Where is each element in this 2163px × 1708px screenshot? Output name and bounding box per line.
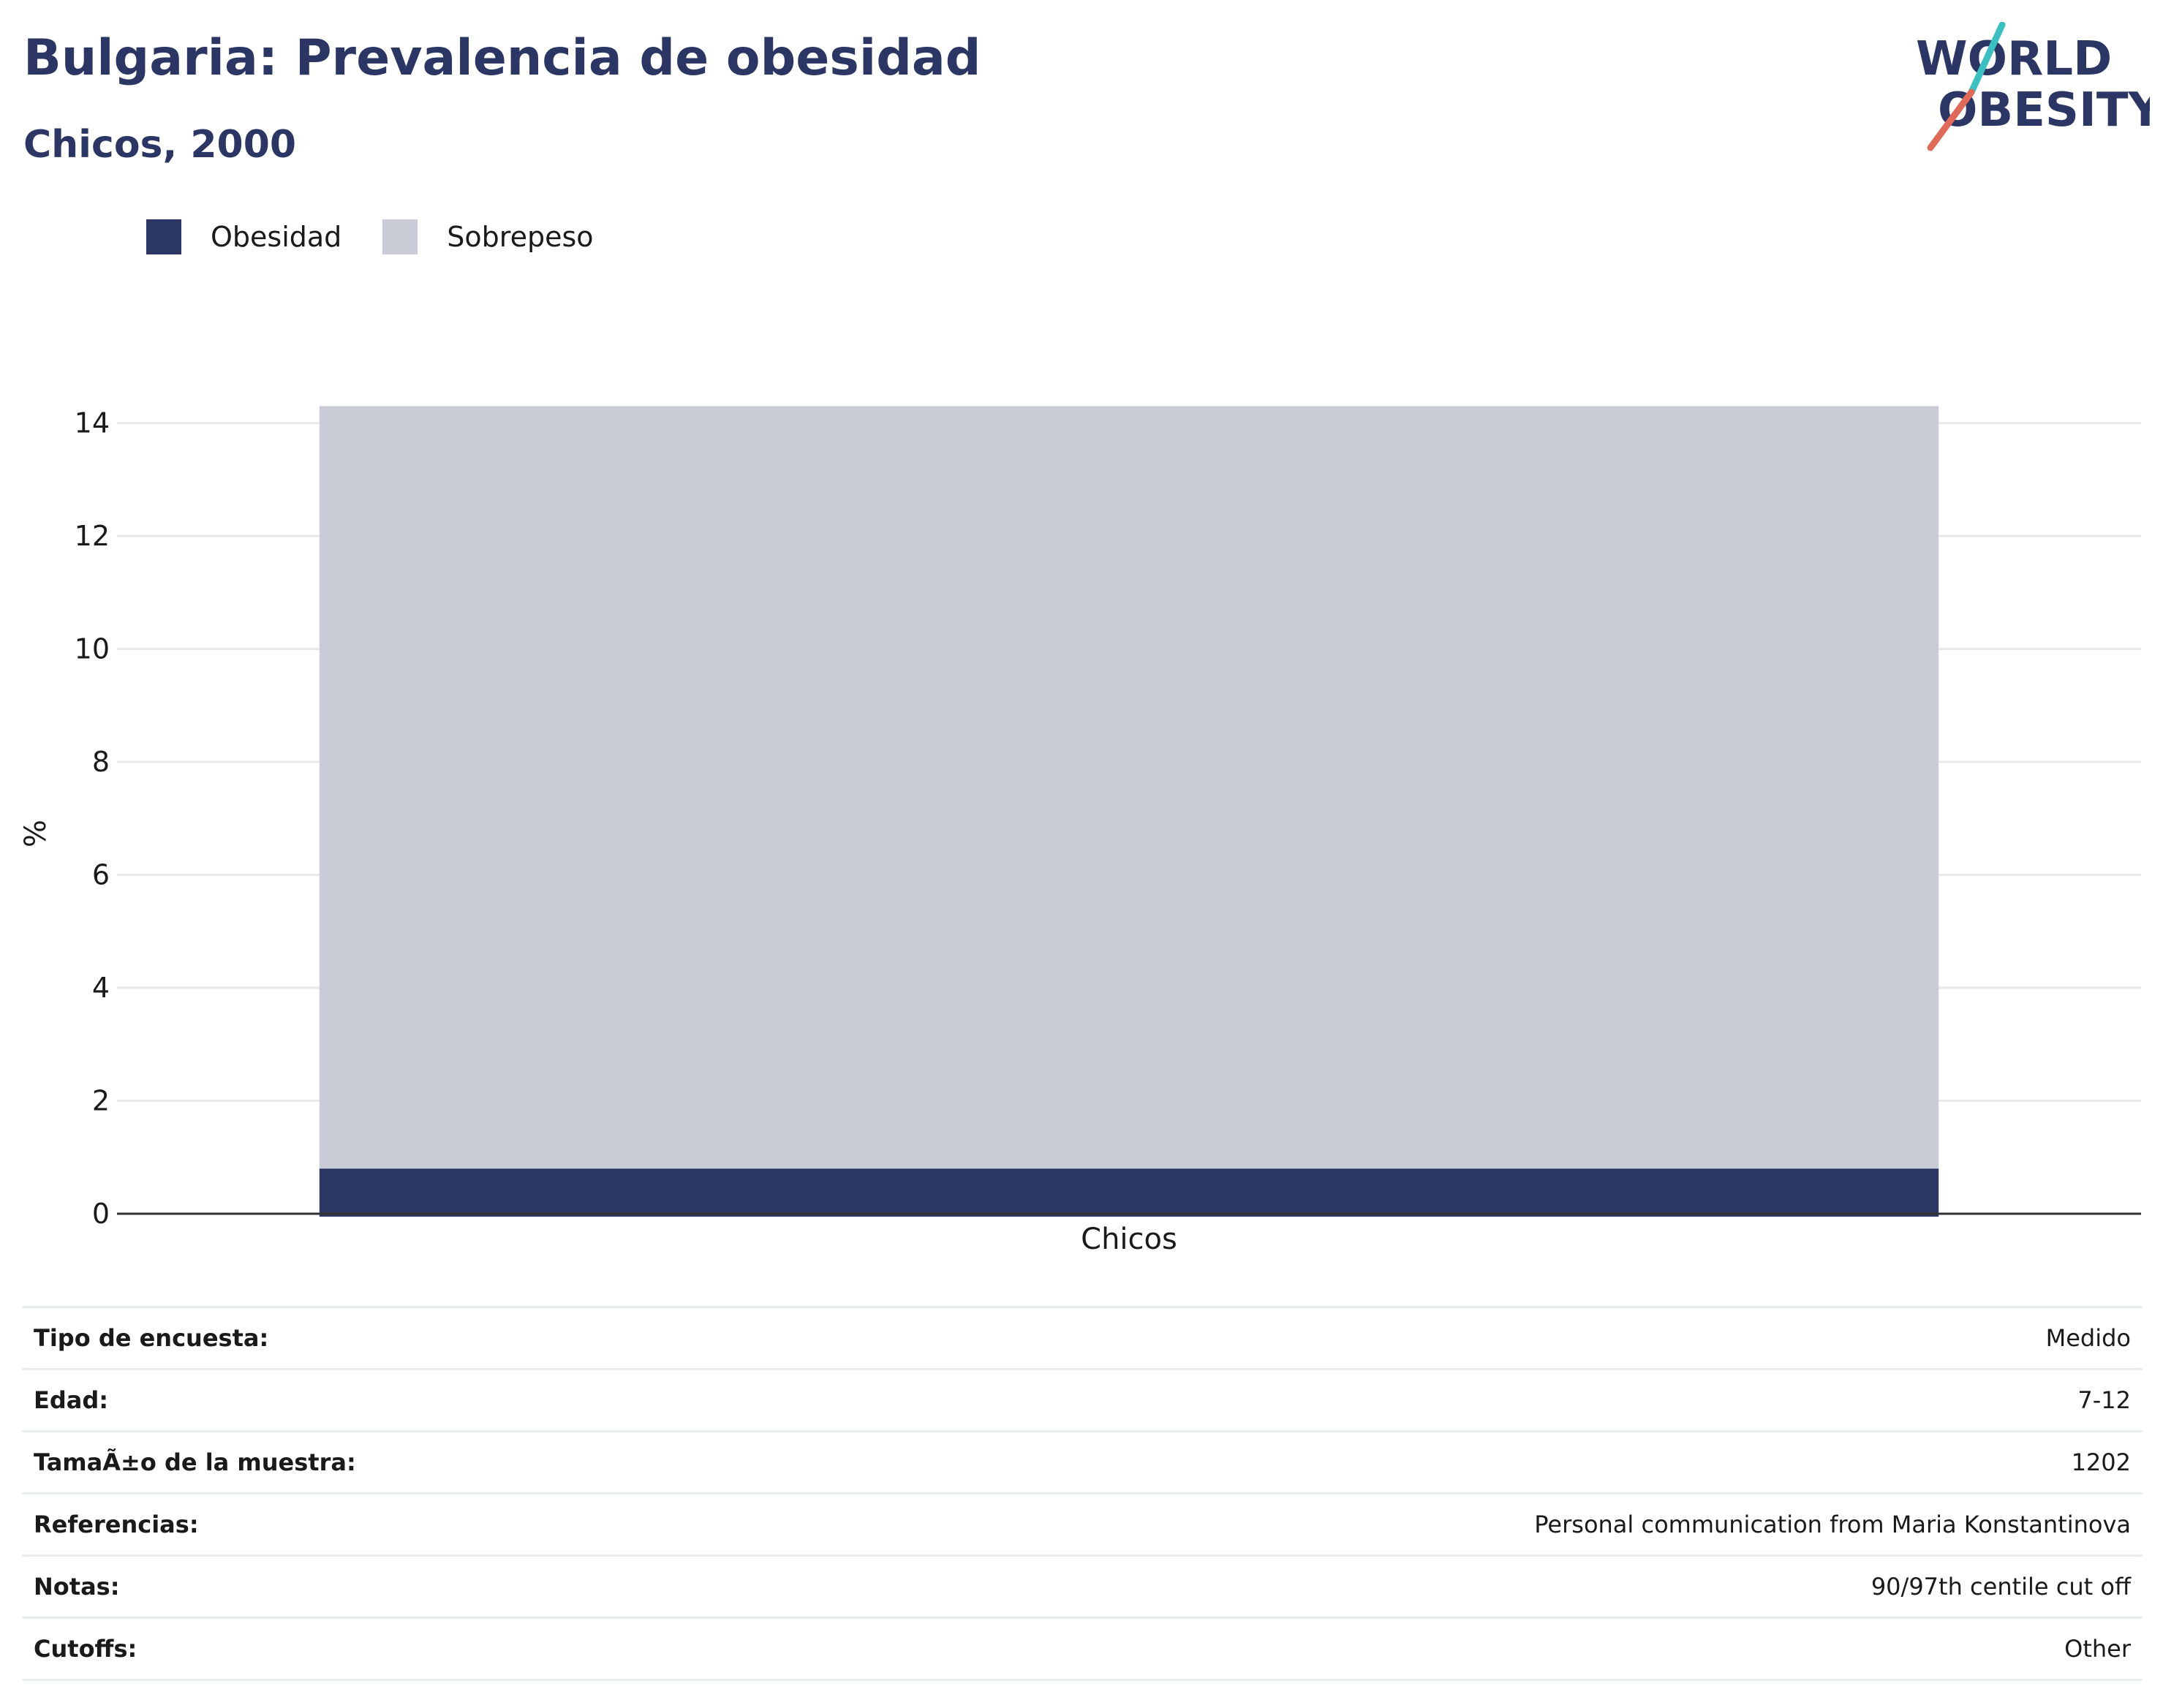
legend-swatch-sobrepeso (382, 219, 418, 254)
legend-label-sobrepeso: Sobrepeso (447, 221, 594, 253)
info-row: Edad: 7-12 (22, 1368, 2143, 1432)
info-row: TamaÃ±o de la muestra: 1202 (22, 1430, 2143, 1494)
survey-info-table: Tipo de encuesta: Medido Edad: 7-12 TamaÃ±o … (22, 1306, 2143, 1681)
info-value: Other (781, 1617, 2143, 1681)
y-tick-label: 10 (75, 633, 110, 665)
y-tick-label: 6 (92, 859, 110, 891)
info-key: Cutoffs: (22, 1617, 782, 1681)
chart-legend: Obesidad Sobrepeso (146, 219, 635, 254)
info-key: Tipo de encuesta: (22, 1306, 782, 1369)
info-key: Notas: (22, 1554, 782, 1618)
info-row: Notas: 90/97th centile cut off (22, 1554, 2143, 1618)
info-key: TamaÃ±o de la muestra: (22, 1430, 782, 1494)
world-obesity-logo: WORLD OBESITY (1916, 22, 2150, 151)
logo-slash-coral (1927, 88, 1975, 151)
bar-sobrepeso (319, 406, 1939, 1169)
info-row: Cutoffs: Other (22, 1617, 2143, 1681)
y-tick-label: 12 (75, 520, 110, 552)
legend-item-obesidad[interactable]: Obesidad (146, 219, 341, 254)
y-axis-label: % (19, 820, 53, 847)
logo-slash-teal (1968, 22, 2006, 96)
info-key: Edad: (22, 1368, 782, 1432)
y-tick-label: 0 (92, 1198, 110, 1230)
info-value: Medido (781, 1306, 2143, 1369)
legend-swatch-obesidad (146, 219, 181, 254)
legend-item-sobrepeso[interactable]: Sobrepeso (382, 219, 594, 254)
info-value: Personal communication from Maria Konsta… (781, 1492, 2143, 1556)
stacked-bar-chart: 0 2 4 6 8 10 12 14% Chicos (19, 406, 2141, 1256)
info-row: Referencias: Personal communication from … (22, 1492, 2143, 1556)
info-value: 7-12 (781, 1368, 2143, 1432)
legend-label-obesidad: Obesidad (211, 221, 342, 253)
y-tick-label: 14 (75, 407, 110, 439)
y-tick-label: 8 (92, 746, 110, 778)
y-tick-label: 2 (92, 1085, 110, 1117)
chart-subtitle: Chicos, 2000 (23, 123, 297, 167)
logo-text-world: WORLD (1916, 32, 2112, 86)
x-category-label: Chicos (1081, 1223, 1177, 1256)
chart-title: Bulgaria: Prevalencia de obesidad (23, 29, 981, 87)
info-key: Referencias: (22, 1492, 782, 1556)
info-row: Tipo de encuesta: Medido (22, 1306, 2143, 1369)
bar-obesidad (319, 1168, 1939, 1217)
info-value: 90/97th centile cut off (781, 1554, 2143, 1618)
info-value: 1202 (781, 1430, 2143, 1494)
y-tick-label: 4 (92, 972, 110, 1004)
